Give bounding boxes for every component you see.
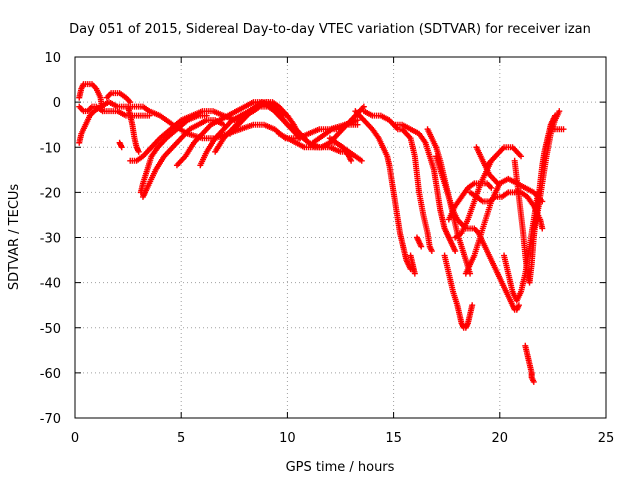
x-tick-label: 15 xyxy=(385,431,402,446)
y-tick-label: -40 xyxy=(40,277,61,292)
x-axis-label: GPS time / hours xyxy=(286,460,395,475)
data-point xyxy=(348,157,355,164)
data-point xyxy=(494,180,501,187)
x-tick-label: 0 xyxy=(71,431,79,446)
series-arc-05 xyxy=(125,103,142,155)
x-tick-label: 20 xyxy=(492,431,509,446)
data-point xyxy=(354,121,361,128)
series-arc-36 xyxy=(522,342,537,385)
series-arc-21 xyxy=(407,252,418,277)
series-arc-30 xyxy=(484,144,525,169)
series-arc-08 xyxy=(137,112,210,196)
y-tick-label: -20 xyxy=(40,186,61,201)
data-point xyxy=(358,157,365,164)
y-tick-label: -50 xyxy=(40,322,61,337)
series-arc-34 xyxy=(530,108,563,232)
data-point xyxy=(469,302,476,309)
data-point xyxy=(452,248,459,255)
y-tick-label: 10 xyxy=(44,51,61,66)
series-arc-16 xyxy=(309,121,361,146)
series-arc-27 xyxy=(445,180,495,223)
data-point xyxy=(135,148,142,155)
series-arc-25 xyxy=(441,252,476,331)
series-arc-18 xyxy=(352,108,416,273)
data-point xyxy=(118,144,125,151)
series-arc-22 xyxy=(413,234,425,250)
data-point xyxy=(418,243,425,250)
y-axis-label: SDTVAR / TECUs xyxy=(7,184,22,291)
series-arc-35 xyxy=(547,126,567,133)
data-point xyxy=(518,153,525,160)
data-point xyxy=(127,99,134,106)
series-arc-06 xyxy=(116,139,125,151)
y-tick-label: 0 xyxy=(53,96,61,111)
data-point xyxy=(539,225,546,232)
y-tick-label: -30 xyxy=(40,232,61,247)
series-arc-09 xyxy=(139,117,227,200)
x-tick-label: 25 xyxy=(598,431,615,446)
data-point xyxy=(284,112,291,119)
chart-title: Day 051 of 2015, Sidereal Day-to-day VTE… xyxy=(69,22,591,37)
data-point xyxy=(556,108,563,115)
series-arc-17 xyxy=(326,135,365,164)
x-tick-label: 10 xyxy=(279,431,296,446)
data-point xyxy=(146,112,153,119)
y-tick-label: -10 xyxy=(40,141,61,156)
x-tick-label: 5 xyxy=(177,431,185,446)
data-point xyxy=(411,270,418,277)
y-axis-ticks: 10 0 -10 -20 -30 -40 -50 -60 -70 xyxy=(40,51,606,427)
data-point xyxy=(428,248,435,255)
y-tick-label: -60 xyxy=(40,367,61,382)
data-point xyxy=(488,184,495,191)
data-point xyxy=(515,302,522,309)
data-points xyxy=(76,81,567,385)
series-arc-04 xyxy=(103,90,134,106)
x-axis-ticks: 0 5 10 15 20 25 xyxy=(71,57,614,446)
series-arc-20 xyxy=(390,121,459,255)
y-tick-label: -70 xyxy=(40,412,61,427)
series-arc-29 xyxy=(473,144,501,187)
data-point xyxy=(560,126,567,133)
data-point xyxy=(530,378,537,385)
